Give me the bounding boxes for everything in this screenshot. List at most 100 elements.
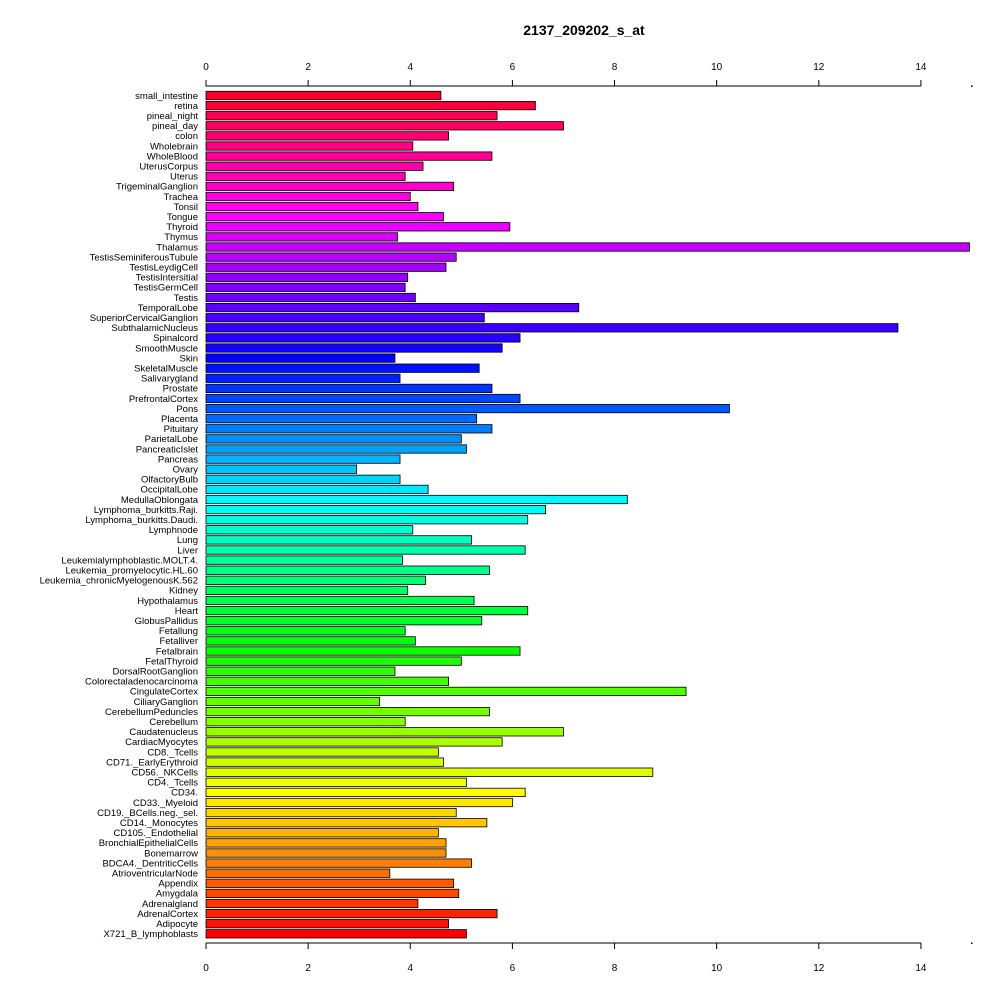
- category-label: Lymphoma_burkitts.Daudi.: [85, 515, 198, 526]
- bar: [205, 585, 409, 596]
- bar: [205, 262, 447, 272]
- category-label: Adipocyte: [156, 919, 198, 930]
- bar: [205, 767, 654, 777]
- category-label: Fetalbrain: [156, 646, 198, 657]
- category-label: Liver: [177, 545, 198, 556]
- bar: [205, 878, 455, 888]
- bar: [205, 121, 564, 131]
- category-label: Thyroid: [166, 222, 198, 233]
- bar: [205, 575, 426, 585]
- category-label: Testis: [174, 293, 199, 304]
- bar: [205, 828, 439, 838]
- bar: [205, 111, 498, 121]
- category-label: pineal_night: [147, 111, 199, 122]
- bar: [205, 797, 513, 808]
- bottom-tick-label: 10: [711, 963, 723, 974]
- bar: [205, 141, 414, 151]
- bar: [205, 707, 490, 717]
- bar: [205, 606, 529, 616]
- category-label: BDCA4._DentriticCells: [102, 858, 198, 869]
- category-label: Lymphoma_burkitts.Raji.: [94, 505, 198, 516]
- category-label: SmoothMuscle: [135, 343, 198, 354]
- category-label: CD105._Endothelial: [113, 828, 198, 839]
- category-label: Thalamus: [156, 242, 198, 253]
- bar: [205, 313, 485, 323]
- category-label: pineal_day: [152, 121, 198, 132]
- bar: [205, 383, 493, 394]
- bar: [205, 403, 730, 414]
- category-label: Pancreas: [158, 454, 198, 465]
- top-x-axis: 0 2 4 6 8 10 12 14: [203, 62, 973, 87]
- bar: [205, 232, 398, 242]
- bar: [205, 666, 396, 676]
- bar: [205, 757, 444, 767]
- category-label: AdrenalCortex: [137, 909, 198, 920]
- category-label: Colorectaladenocarcinoma: [85, 677, 199, 688]
- category-label: Leukemia_promyelocytic.HL.60: [65, 566, 198, 577]
- category-label: GlobusPallidus: [135, 616, 199, 627]
- category-label: CD19._BCells.neg._sel.: [97, 808, 198, 819]
- bottom-axis-end-mark: [971, 942, 973, 944]
- category-label: SkeletalMuscle: [134, 364, 198, 375]
- bar: [205, 848, 447, 858]
- bar: [205, 252, 457, 262]
- category-label: FetalThyroid: [145, 656, 198, 667]
- bar: [205, 525, 414, 535]
- top-tick-label: 14: [915, 62, 927, 73]
- category-label: UterusCorpus: [139, 162, 198, 173]
- bar: [205, 504, 546, 515]
- bottom-tick-label: 6: [510, 963, 516, 974]
- bar: [205, 838, 447, 848]
- category-label: CD71._EarlyErythroid: [106, 757, 198, 768]
- bar: [205, 212, 444, 222]
- category-label: CD33._Myeloid: [133, 798, 198, 809]
- category-label: TestisSeminiferousTubule: [90, 252, 198, 263]
- category-label: X721_B_lymphoblasts: [103, 929, 198, 940]
- bar: [205, 929, 467, 939]
- category-label: Wholebrain: [150, 141, 198, 152]
- category-label: Appendix: [158, 879, 198, 890]
- bar: [205, 555, 404, 565]
- bar: [205, 787, 526, 798]
- bar: [205, 888, 460, 899]
- top-axis-end-mark: [971, 85, 973, 87]
- bar: [205, 171, 406, 181]
- bottom-tick-label: 0: [203, 963, 209, 974]
- bottom-tick-label: 14: [915, 963, 927, 974]
- bar: [205, 181, 455, 191]
- bar: [205, 484, 429, 495]
- top-tick-label: 10: [711, 62, 723, 73]
- bottom-tick-label: 4: [407, 963, 413, 974]
- bar: [205, 616, 483, 626]
- category-label: Uterus: [170, 172, 198, 183]
- category-label: Fetallung: [159, 626, 198, 637]
- bar: [205, 727, 564, 737]
- bar: [205, 515, 529, 525]
- bar: [205, 535, 472, 545]
- category-label: Tongue: [167, 212, 198, 223]
- category-label: TrigeminalGanglion: [116, 182, 198, 193]
- category-label: Amygdala: [156, 889, 199, 900]
- category-label: Salivarygland: [141, 374, 198, 385]
- bar: [205, 777, 467, 787]
- bar: [205, 464, 358, 474]
- category-label: Cerebellum: [149, 717, 198, 728]
- bar: [205, 201, 419, 212]
- category-label: BronchialEpithelialCells: [99, 838, 199, 849]
- category-label: TestisIntersitial: [136, 273, 198, 284]
- bar: [205, 191, 411, 202]
- category-label: MedullaOblongata: [121, 495, 199, 506]
- bar: [205, 363, 480, 373]
- bar: [205, 161, 424, 171]
- category-label: TestisLeydigCell: [129, 263, 198, 274]
- category-label: AtrioventricularNode: [112, 869, 198, 880]
- category-label: Adrenalgland: [142, 899, 198, 910]
- category-label: retina: [174, 101, 198, 112]
- bar: [205, 494, 628, 505]
- bar: [205, 717, 406, 727]
- bar: [205, 131, 449, 141]
- category-label: OccipitalLobe: [140, 485, 198, 496]
- category-label: Caudatenucleus: [129, 727, 198, 738]
- bar: [205, 919, 449, 929]
- bar: [205, 696, 381, 707]
